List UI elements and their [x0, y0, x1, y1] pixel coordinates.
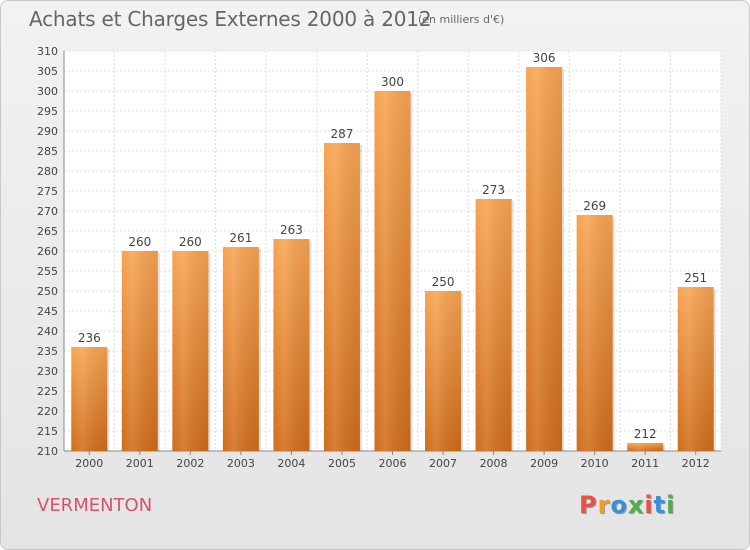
bar-highlight: [273, 239, 310, 451]
logo-letter: i: [666, 491, 676, 519]
y-tick-label: 290: [37, 125, 58, 138]
chart-title: Achats et Charges Externes 2000 à 2012: [29, 7, 432, 31]
bar-highlight: [222, 247, 259, 451]
x-tick-label: 2004: [277, 457, 305, 470]
y-tick-label: 240: [37, 325, 58, 338]
x-tick-label: 2007: [429, 457, 457, 470]
logo-letter: P: [579, 491, 598, 519]
logo-letter: r: [597, 491, 611, 519]
y-tick-label: 250: [37, 285, 58, 298]
bar-highlight: [475, 199, 512, 451]
x-tick-label: 2006: [379, 457, 407, 470]
proxiti-logo: Proxiti: [579, 491, 675, 519]
bar-highlight: [526, 67, 563, 451]
y-tick-label: 245: [37, 305, 58, 318]
x-tick-label: 2005: [328, 457, 356, 470]
bar-highlight: [71, 347, 108, 451]
y-tick-label: 235: [37, 345, 58, 358]
value-label: 251: [684, 271, 707, 285]
y-tick-label: 260: [37, 245, 58, 258]
y-tick-label: 310: [37, 45, 58, 58]
y-tick-label: 255: [37, 265, 58, 278]
logo-letter: i: [644, 491, 654, 519]
commune-name: VERMENTON: [37, 495, 153, 516]
value-label: 250: [432, 275, 455, 289]
y-tick-label: 300: [37, 85, 58, 98]
x-tick-label: 2001: [126, 457, 154, 470]
value-label: 212: [634, 427, 657, 441]
y-tick-label: 215: [37, 425, 58, 438]
bar-highlight: [121, 251, 158, 451]
x-tick-label: 2012: [682, 457, 710, 470]
x-tick-label: 2003: [227, 457, 255, 470]
bar-highlight: [172, 251, 209, 451]
y-tick-label: 270: [37, 205, 58, 218]
x-tick-label: 2011: [631, 457, 659, 470]
unit-note: (en milliers d'€): [418, 13, 505, 26]
logo-letter: x: [627, 491, 645, 519]
bar-highlight: [627, 443, 664, 451]
y-tick-label: 230: [37, 365, 58, 378]
bar-highlight: [576, 215, 613, 451]
x-tick-label: 2008: [480, 457, 508, 470]
value-label: 236: [78, 331, 101, 345]
x-tick-label: 2009: [530, 457, 558, 470]
value-label: 306: [533, 51, 556, 65]
axes: 210 215 220 225 230 235 240 245 250 255 260 265 270 2…: [37, 45, 721, 470]
bar-highlight: [374, 91, 411, 451]
y-tick-label: 225: [37, 385, 58, 398]
logo-letter: t: [653, 491, 667, 519]
bar-highlight: [323, 143, 360, 451]
y-tick-label: 295: [37, 105, 58, 118]
value-label: 261: [229, 231, 252, 245]
y-tick-label: 265: [37, 225, 58, 238]
y-tick-label: 280: [37, 165, 58, 178]
bars: [71, 67, 716, 451]
y-tick-label: 210: [37, 445, 58, 458]
value-label: 269: [583, 199, 606, 213]
value-label: 300: [381, 75, 404, 89]
y-tick-label: 285: [37, 145, 58, 158]
value-label: 263: [280, 223, 303, 237]
bar-highlight: [677, 287, 714, 451]
x-tick-label: 2000: [75, 457, 103, 470]
x-tick-label: 2010: [581, 457, 609, 470]
x-tick-label: 2002: [176, 457, 204, 470]
y-tick-label: 220: [37, 405, 58, 418]
value-label: 287: [331, 127, 354, 141]
value-label: 260: [128, 235, 151, 249]
logo-letter: o: [610, 491, 628, 519]
value-labels: 236 260 260 261 263 287 300 250 273 306 269 212 251: [78, 51, 707, 441]
y-tick-label: 275: [37, 185, 58, 198]
value-label: 260: [179, 235, 202, 249]
bar-highlight: [425, 291, 462, 451]
y-tick-label: 305: [37, 65, 58, 78]
value-label: 273: [482, 183, 505, 197]
